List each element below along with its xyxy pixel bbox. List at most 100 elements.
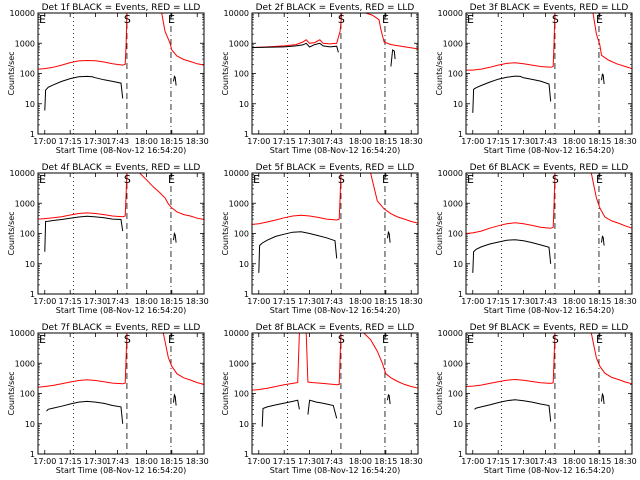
y-tick-label: 1 [458,130,463,139]
plot-area [252,333,418,427]
marker-e: E [596,13,603,26]
marker-e: E [467,333,474,346]
y-axis-label: Counts/sec [7,371,16,415]
x-tick-label: 18:30 [400,457,423,466]
panel-5: Det 5f BLACK = Events, RED = LLD Counts/s… [221,163,423,315]
x-tick-label: 17:00 [33,137,56,146]
x-tick-label: 18:00 [135,137,158,146]
y-tick-label: 1000 [443,199,463,208]
panel-title: Det 2f BLACK = Events, RED = LLD [256,3,415,13]
y-axis-label: Counts/sec [221,211,230,255]
x-tick-label: 17:15 [59,457,82,466]
x-tick-label: 18:30 [186,457,209,466]
y-tick-label: 10000 [224,169,249,178]
y-tick-label: 100 [234,230,249,239]
y-tick-label: 10000 [438,9,463,18]
series-events-line [307,399,338,419]
marker-s: S [124,173,131,186]
x-axis-label: Start Time (08-Nov-12 16:54:20) [484,466,614,475]
x-tick-label: 17:43 [320,137,343,146]
x-tick-label: 17:15 [273,297,296,306]
x-tick-label: 18:30 [614,297,637,306]
x-tick-label: 18:00 [563,457,586,466]
x-axis-label: Start Time (08-Nov-12 16:54:20) [56,306,186,315]
panel-8: Det 8f BLACK = Events, RED = LLD Counts/s… [221,323,423,475]
series-events-line [173,393,177,406]
panel-title: Det 3f BLACK = Events, RED = LLD [470,3,629,13]
y-tick-label: 1000 [229,359,249,368]
x-tick-label: 17:30 [298,457,321,466]
x-tick-label: 17:43 [106,137,129,146]
series-events-line [474,399,552,422]
x-tick-label: 17:15 [273,457,296,466]
series-lld-line [466,173,556,234]
panel-7: Det 7f BLACK = Events, RED = LLD Counts/s… [7,323,209,475]
series-events-line [390,49,396,67]
panel-9: Det 9f BLACK = Events, RED = LLD Counts/s… [435,323,637,475]
x-tick-label: 17:00 [33,297,56,306]
y-tick-label: 10 [453,420,463,429]
x-tick-label: 17:43 [534,137,557,146]
series-events-line [601,73,605,85]
x-tick-label: 18:15 [588,457,611,466]
x-tick-label: 17:15 [487,457,510,466]
series-lld-line [466,333,556,387]
x-tick-label: 17:15 [59,297,82,306]
marker-e: E [596,333,603,346]
panel-1: Det 1f BLACK = Events, RED = LLD Counts/s… [7,3,209,155]
marker-s: S [552,13,559,26]
plot-area [38,13,204,111]
y-tick-label: 10 [239,100,249,109]
x-tick-label: 18:00 [135,297,158,306]
series-lld-line [38,333,128,388]
y-tick-label: 10000 [438,329,463,338]
y-tick-label: 10000 [224,329,249,338]
panel-3: Det 3f BLACK = Events, RED = LLD Counts/s… [435,3,637,155]
x-axis-label: Start Time (08-Nov-12 16:54:20) [270,466,400,475]
marker-e: E [168,173,175,186]
x-tick-label: 18:30 [186,297,209,306]
x-tick-label: 18:00 [349,457,372,466]
marker-e: E [467,173,474,186]
x-tick-label: 17:15 [487,297,510,306]
series-events-line [261,399,300,427]
x-tick-label: 17:30 [512,457,535,466]
y-tick-label: 10 [453,260,463,269]
x-tick-label: 17:00 [461,297,484,306]
x-tick-label: 18:00 [563,297,586,306]
y-tick-label: 1000 [443,39,463,48]
x-tick-label: 17:30 [84,297,107,306]
y-tick-label: 10 [239,260,249,269]
marker-e: E [39,173,46,186]
series-events-line [387,393,391,405]
series-lld-line [370,173,418,224]
x-axis-label: Start Time (08-Nov-12 16:54:20) [270,146,400,155]
marker-e: E [382,13,389,26]
marker-e: E [168,333,175,346]
x-tick-label: 18:30 [186,137,209,146]
marker-s: S [338,13,345,26]
y-axis-label: Counts/sec [435,51,444,95]
series-events-line [252,42,339,53]
series-lld-line [592,13,632,70]
y-axis-label: Counts/sec [221,371,230,415]
panel-title: Det 7f BLACK = Events, RED = LLD [42,323,201,333]
x-tick-label: 17:00 [461,137,484,146]
marker-s: S [552,173,559,186]
y-tick-label: 10 [25,420,35,429]
series-events-line [46,400,124,424]
series-lld-line [38,173,128,220]
y-tick-label: 1000 [229,39,249,48]
y-tick-label: 100 [234,390,249,399]
marker-e: E [467,13,474,26]
x-tick-label: 17:30 [298,137,321,146]
marker-e: E [596,173,603,186]
series-lld-line [139,173,204,220]
y-tick-label: 1000 [443,359,463,368]
series-lld-line [38,13,128,70]
x-tick-label: 17:43 [534,297,557,306]
x-tick-label: 17:00 [247,297,270,306]
y-axis-label: Counts/sec [435,371,444,415]
x-tick-label: 17:30 [84,137,107,146]
